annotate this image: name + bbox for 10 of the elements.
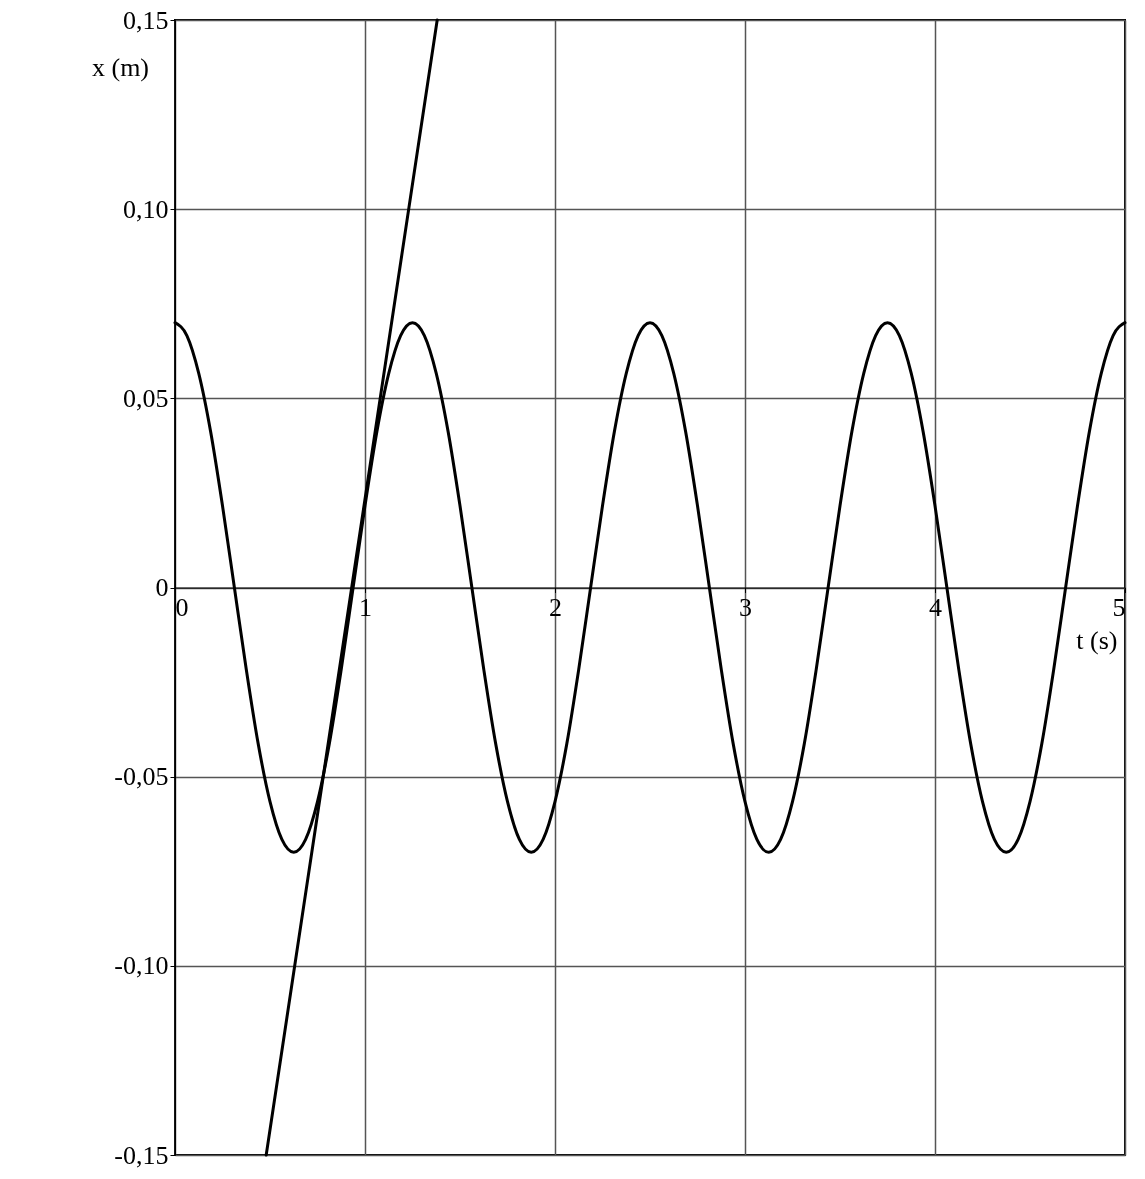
- y-tick-label: 0,05: [123, 383, 169, 413]
- y-tick-label: -0,05: [114, 762, 169, 792]
- y-tick-label: -0,15: [114, 1140, 169, 1170]
- y-tick-label: 0,15: [123, 5, 169, 35]
- y-tick-label: -0,10: [114, 951, 169, 981]
- x-tick-label: 0: [175, 593, 189, 622]
- y-tick-label: 0,10: [123, 194, 169, 224]
- y-tick-label: 0: [155, 573, 169, 602]
- x-axis-title: t (s): [1076, 626, 1118, 655]
- y-axis-title: x (m): [91, 52, 150, 82]
